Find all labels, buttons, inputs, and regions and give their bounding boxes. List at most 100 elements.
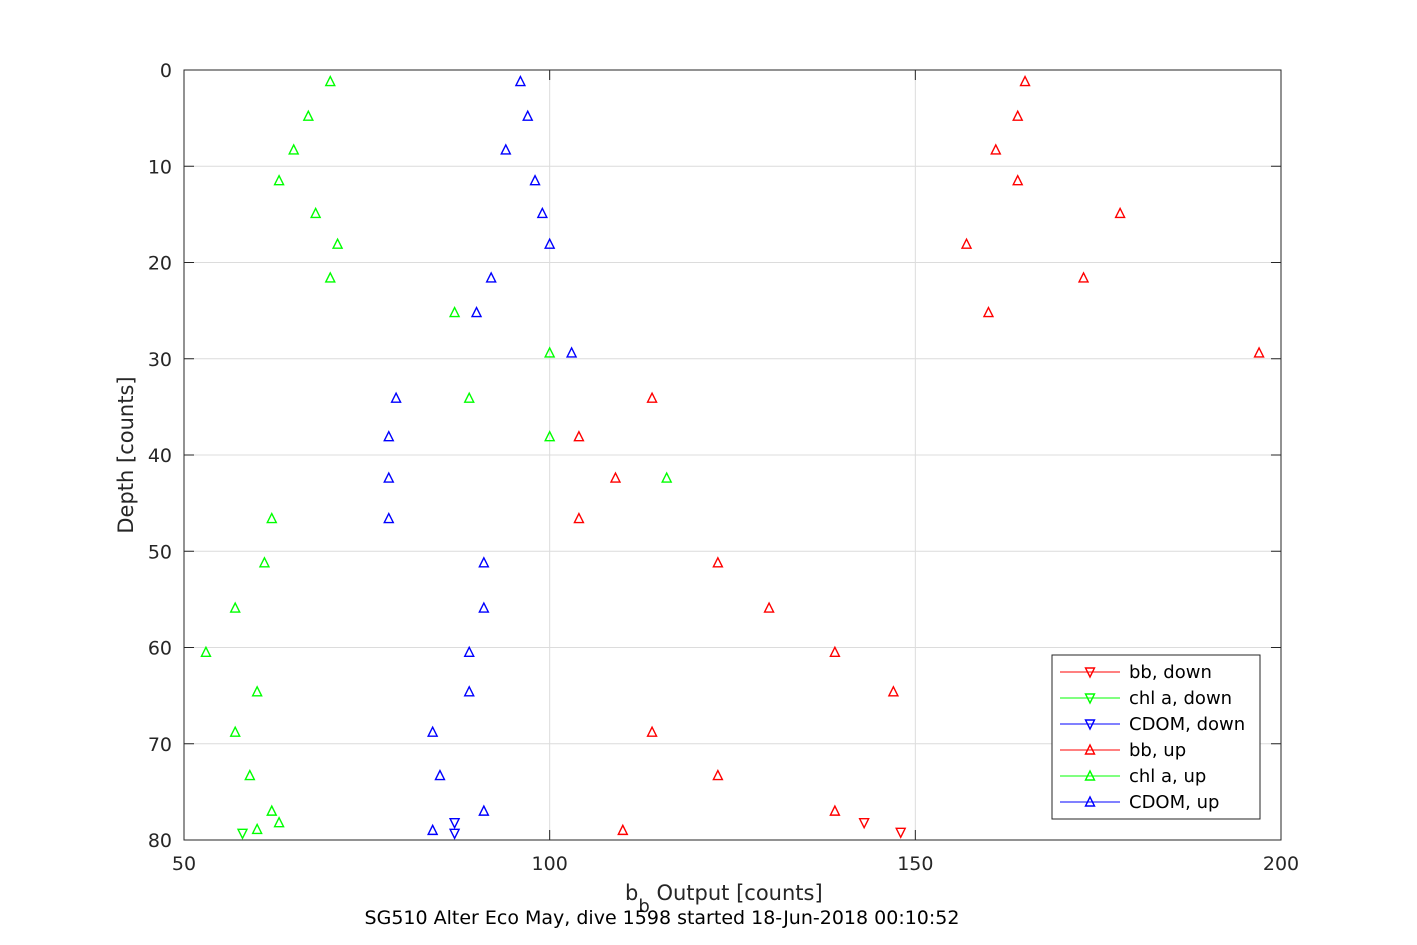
legend-marker xyxy=(1084,795,1096,807)
data-point xyxy=(244,768,256,781)
data-point xyxy=(529,174,541,186)
data-point xyxy=(522,109,534,121)
data-point xyxy=(390,391,402,403)
data-point xyxy=(229,601,241,613)
y-tick-label: 40 xyxy=(148,445,172,467)
data-point xyxy=(887,685,900,697)
data-markers xyxy=(200,74,1265,840)
data-point xyxy=(763,601,775,613)
y-tick-label: 0 xyxy=(160,60,172,82)
x-tick-label: 100 xyxy=(532,853,568,875)
data-point xyxy=(434,768,446,781)
data-point xyxy=(302,109,314,121)
legend-marker xyxy=(1084,743,1096,755)
x-axis-title-rest: Output [counts] xyxy=(650,881,823,905)
data-point xyxy=(324,271,336,283)
data-point xyxy=(258,556,271,568)
y-tick-label: 30 xyxy=(148,349,172,371)
y-tick-label: 70 xyxy=(148,734,172,756)
data-point xyxy=(470,305,483,318)
data-point xyxy=(514,74,527,87)
data-point xyxy=(1012,109,1024,121)
legend-label: chl a, down xyxy=(1129,688,1232,709)
legend-label: bb, down xyxy=(1129,662,1212,683)
data-point xyxy=(273,174,285,186)
data-point xyxy=(251,685,263,697)
data-point xyxy=(273,816,285,828)
data-point xyxy=(266,511,278,524)
x-axis-title-main: b xyxy=(625,881,638,905)
data-point xyxy=(990,143,1002,155)
data-point xyxy=(960,237,973,249)
y-tick-label: 50 xyxy=(148,541,172,563)
x-tick-label: 150 xyxy=(897,853,933,875)
data-point xyxy=(829,645,841,658)
data-point xyxy=(448,817,461,830)
y-tick-label: 60 xyxy=(148,638,172,660)
data-point xyxy=(383,471,395,483)
data-point xyxy=(565,346,578,358)
data-point xyxy=(266,804,278,816)
x-axis-title-subscript: b xyxy=(638,896,649,917)
data-point xyxy=(544,346,556,358)
data-point xyxy=(544,237,556,249)
data-point xyxy=(544,430,556,442)
data-point xyxy=(858,817,870,830)
legend-marker xyxy=(1084,719,1096,731)
data-point xyxy=(1114,206,1126,219)
data-point xyxy=(310,206,322,219)
data-point xyxy=(573,430,585,442)
data-point xyxy=(288,143,300,155)
data-point xyxy=(229,725,241,737)
data-point xyxy=(646,725,658,737)
data-point xyxy=(478,601,490,613)
data-point xyxy=(1253,346,1265,358)
data-point xyxy=(427,823,439,836)
data-point xyxy=(573,511,585,524)
legend-marker xyxy=(1084,667,1096,679)
data-point xyxy=(251,822,263,835)
data-point xyxy=(646,391,658,403)
data-point xyxy=(1077,271,1090,283)
data-point xyxy=(982,305,995,318)
data-point xyxy=(895,827,907,839)
data-point xyxy=(448,305,461,318)
x-tick-label: 50 xyxy=(172,853,196,875)
legend-label: bb, up xyxy=(1129,740,1186,761)
data-point xyxy=(448,828,461,840)
legend-label: CDOM, up xyxy=(1129,792,1219,813)
data-point xyxy=(485,271,497,283)
legend-box xyxy=(1051,654,1261,820)
data-point xyxy=(712,768,724,781)
data-point xyxy=(324,74,336,87)
legend-marker xyxy=(1084,769,1096,781)
data-point xyxy=(1012,174,1024,186)
legend: bb, down chl a, down CDOM, down bb, up chl a… xyxy=(1051,654,1261,820)
y-tick-label: 20 xyxy=(148,253,172,275)
data-point xyxy=(427,725,439,737)
chart-subtitle: SG510 Alter Eco May, dive 1598 started 1… xyxy=(365,907,960,929)
data-point xyxy=(712,556,724,568)
data-point xyxy=(331,237,344,249)
grid-lines xyxy=(183,69,1282,841)
legend-label: CDOM, down xyxy=(1129,714,1245,735)
data-point xyxy=(383,511,395,524)
legend-marker xyxy=(1084,693,1096,705)
y-tick-label: 10 xyxy=(148,156,172,178)
data-point xyxy=(609,471,622,483)
y-tick-label: 80 xyxy=(148,830,172,852)
data-point xyxy=(463,645,475,658)
data-point xyxy=(661,471,673,483)
x-axis-title: bb Output [counts] xyxy=(625,881,823,917)
data-point xyxy=(463,391,475,403)
data-point xyxy=(478,556,490,568)
data-point xyxy=(617,823,629,836)
data-point xyxy=(478,804,490,816)
data-point xyxy=(536,206,548,219)
legend-label: chl a, up xyxy=(1129,766,1206,787)
data-point xyxy=(1019,74,1031,87)
y-axis-title: Depth [counts] xyxy=(114,376,138,533)
x-tick-label: 200 xyxy=(1263,853,1299,875)
data-point xyxy=(463,685,475,697)
